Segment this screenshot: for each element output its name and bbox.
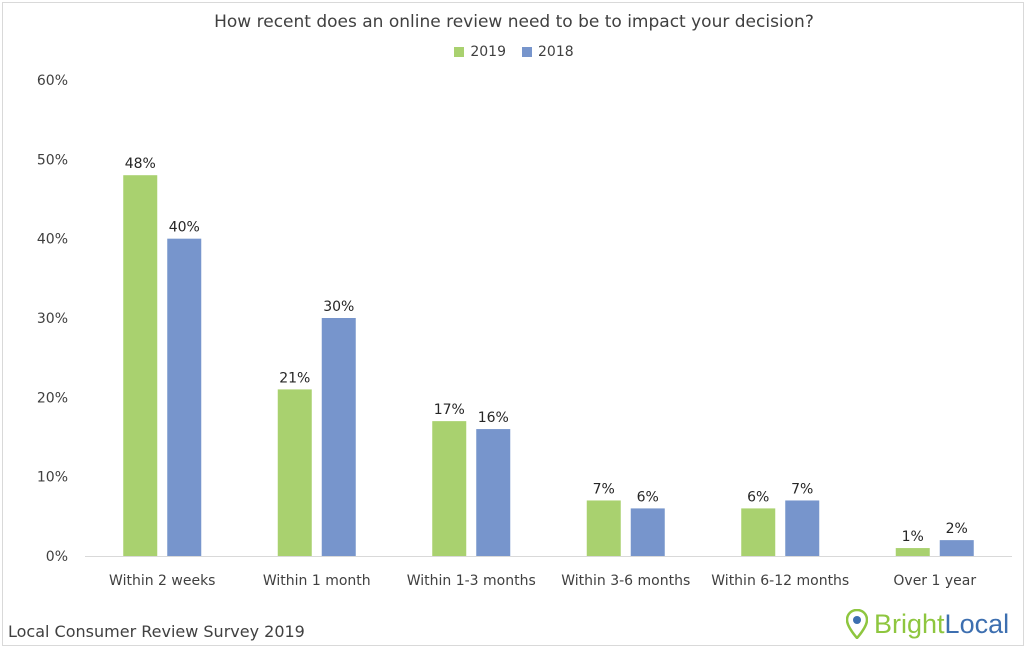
data-label: 48% [125, 156, 156, 172]
bar [939, 540, 974, 556]
bar [321, 318, 356, 556]
data-label: 6% [747, 489, 769, 505]
brand-part-bright: Bright [874, 609, 945, 639]
chart-title: How recent does an online review need to… [214, 12, 814, 32]
y-tick-label: 60% [37, 73, 68, 89]
data-label: 7% [593, 481, 615, 497]
y-tick-label: 0% [46, 549, 68, 565]
x-tick-label: Within 1 month [263, 573, 371, 589]
data-label: 1% [902, 529, 924, 545]
brand-wordmark: BrightLocal [874, 609, 1009, 639]
bar [476, 429, 511, 556]
source-note: Local Consumer Review Survey 2019 [8, 622, 305, 641]
bar [785, 500, 820, 556]
legend-swatch-2018 [522, 47, 532, 57]
map-pin-icon [846, 609, 868, 639]
data-label: 2% [946, 521, 968, 537]
legend-item-2018: 2018 [522, 44, 574, 60]
data-label: 17% [434, 402, 465, 418]
legend-item-2019: 2019 [454, 44, 506, 60]
data-label: 30% [323, 299, 354, 315]
x-tick-label: Within 6-12 months [711, 573, 849, 589]
bar [630, 508, 665, 556]
x-tick-label: Within 3-6 months [561, 573, 690, 589]
y-tick-label: 30% [37, 311, 68, 327]
data-label: 21% [279, 370, 310, 386]
bar [277, 389, 312, 556]
y-tick-label: 10% [37, 470, 68, 486]
bar [123, 175, 158, 556]
data-label: 16% [478, 410, 509, 426]
data-label: 6% [637, 489, 659, 505]
bar [586, 500, 621, 556]
y-tick-label: 40% [37, 232, 68, 248]
bar [895, 548, 930, 556]
brand-logo: BrightLocal [846, 609, 1009, 639]
legend-label-2018: 2018 [538, 44, 574, 60]
x-tick-label: Within 2 weeks [109, 573, 215, 589]
legend-swatch-2019 [454, 47, 465, 57]
legend-label-2019: 2019 [470, 44, 506, 60]
x-tick-label: Over 1 year [893, 573, 976, 589]
bar [741, 508, 776, 556]
x-tick-label: Within 1-3 months [407, 573, 536, 589]
bar [167, 238, 202, 556]
brand-part-local: Local [944, 609, 1010, 639]
y-tick-label: 20% [37, 390, 68, 406]
data-label: 7% [791, 481, 813, 497]
bar [432, 421, 467, 556]
y-tick-label: 50% [37, 152, 68, 168]
chart-legend: 2019 2018 [0, 44, 1028, 60]
data-label: 40% [169, 220, 200, 236]
